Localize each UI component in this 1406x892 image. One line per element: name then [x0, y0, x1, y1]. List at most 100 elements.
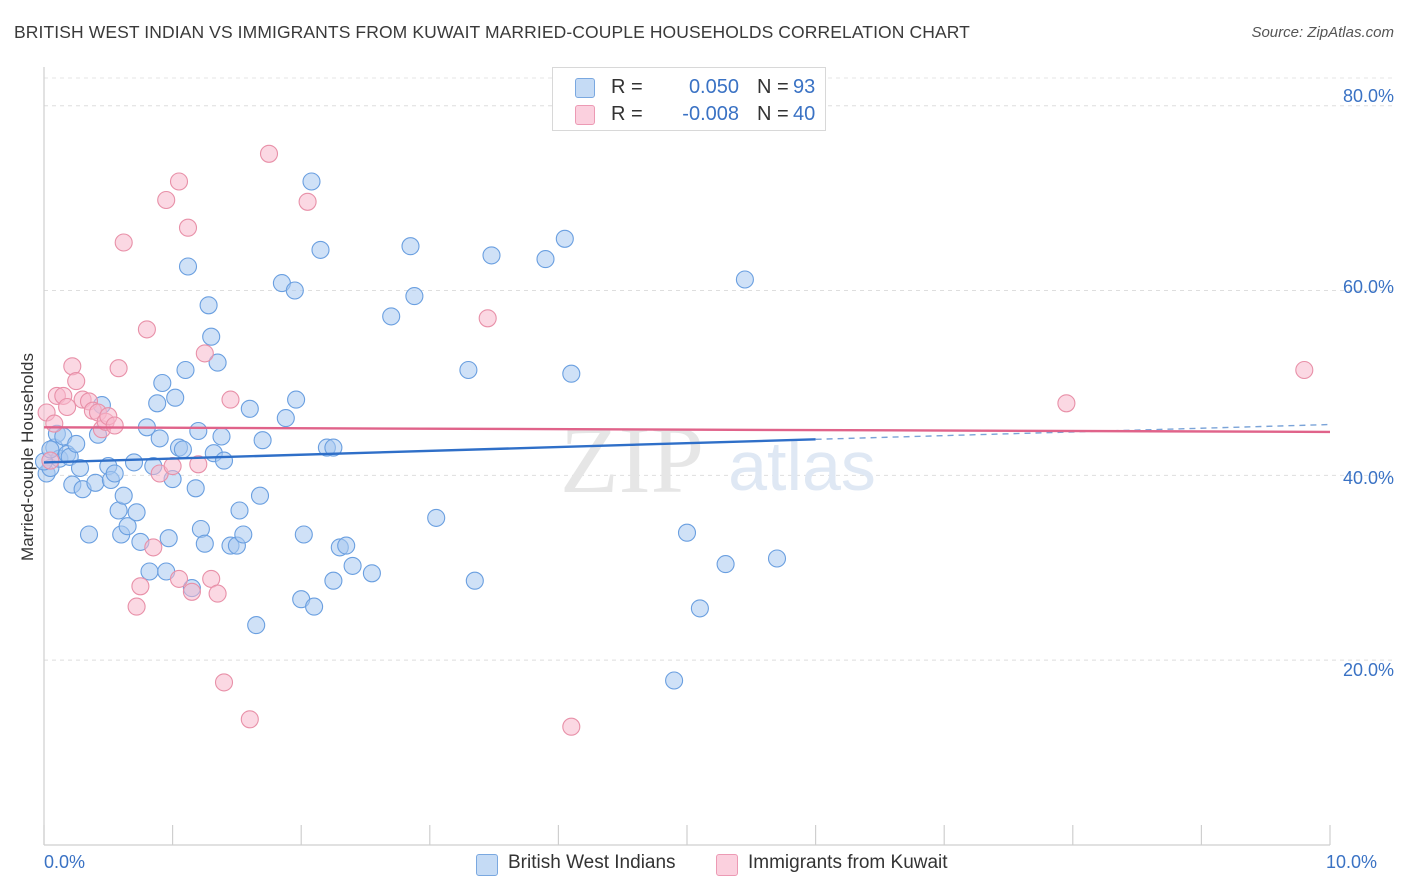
point-british-west-indians-76 [401, 237, 420, 256]
gridlines [44, 77, 1392, 661]
point-british-west-indians-60 [276, 409, 295, 428]
point-kuwait-26 [169, 172, 189, 191]
point-british-west-indians-55 [240, 399, 259, 418]
point-british-west-indians-46 [202, 327, 221, 346]
point-kuwait-28 [182, 582, 201, 601]
point-british-west-indians-75 [382, 307, 401, 326]
point-kuwait-36 [259, 144, 279, 163]
point-british-west-indians-38 [176, 360, 195, 380]
point-kuwait-38 [478, 309, 497, 328]
point-british-west-indians-85 [665, 671, 684, 690]
point-british-west-indians-21 [114, 486, 133, 505]
point-british-west-indians-48 [208, 353, 227, 372]
point-british-west-indians-29 [148, 394, 167, 413]
legend-r-label: R = [611, 103, 643, 125]
point-kuwait-6 [63, 357, 82, 376]
point-kuwait-33 [214, 673, 234, 692]
point-kuwait-2 [45, 414, 64, 433]
point-british-west-indians-33 [159, 529, 178, 548]
bottom-legend-label: British West Indians [508, 852, 676, 873]
point-british-west-indians-27 [140, 562, 159, 581]
legend-n-label: N = [757, 103, 789, 125]
y-tick-label-60: 60.0% [1342, 277, 1394, 297]
point-kuwait-25 [169, 569, 189, 588]
point-british-west-indians-37 [173, 440, 192, 459]
point-kuwait-17 [114, 233, 133, 252]
point-british-west-indians-24 [127, 503, 146, 522]
point-kuwait-18 [127, 597, 146, 616]
point-british-west-indians-67 [311, 240, 330, 259]
point-british-west-indians-78 [427, 508, 446, 527]
x-tick-label-max: 10.0% [1326, 852, 1378, 872]
watermark-zip: ZIP [560, 406, 704, 513]
y-tick-label-20: 20.0% [1342, 660, 1394, 680]
point-kuwait-39 [562, 717, 581, 736]
point-british-west-indians-87 [690, 599, 709, 618]
source-label: Source: ZipAtlas.com [1251, 24, 1394, 41]
bottom-legend-swatch-blue [476, 854, 498, 876]
point-british-west-indians-57 [250, 486, 270, 505]
point-british-west-indians-53 [230, 501, 249, 520]
point-british-west-indians-23 [124, 453, 144, 472]
point-british-west-indians-42 [189, 421, 208, 441]
point-british-west-indians-44 [195, 534, 214, 553]
point-british-west-indians-64 [294, 525, 313, 544]
point-british-west-indians-12 [79, 525, 99, 544]
point-british-west-indians-74 [362, 564, 381, 583]
point-kuwait-16 [109, 359, 128, 378]
legend-n-value: 40 [793, 103, 816, 125]
point-british-west-indians-81 [482, 246, 501, 265]
point-british-west-indians-77 [405, 287, 424, 306]
point-british-west-indians-90 [767, 549, 787, 568]
stats-legend: R = 0.050 N = 93 R = -0.008 N = 40 [552, 67, 826, 131]
point-kuwait-15 [105, 416, 124, 435]
legend-swatch-blue [575, 78, 595, 98]
point-british-west-indians-80 [465, 571, 484, 590]
point-kuwait-5 [58, 397, 77, 417]
point-british-west-indians-61 [285, 281, 304, 300]
point-british-west-indians-50 [214, 451, 234, 470]
bottom-legend-swatch-pink [716, 854, 738, 876]
point-british-west-indians-45 [199, 296, 218, 315]
point-british-west-indians-22 [118, 517, 137, 536]
point-british-west-indians-79 [459, 360, 478, 380]
point-kuwait-1 [41, 451, 60, 470]
point-kuwait-30 [195, 344, 214, 363]
point-kuwait-27 [178, 218, 198, 237]
legend-r-value: 0.050 [688, 76, 739, 98]
point-british-west-indians-66 [305, 597, 324, 616]
y-tick-label-40: 40.0% [1342, 468, 1394, 488]
point-british-west-indians-18 [105, 464, 124, 483]
y-tick-label-80: 80.0% [1342, 86, 1394, 106]
trend-line-kuwait [43, 426, 1331, 434]
point-kuwait-34 [221, 390, 240, 409]
point-british-west-indians-86 [677, 523, 697, 542]
point-british-west-indians-31 [153, 373, 172, 393]
legend-n-label: N = [757, 76, 789, 98]
point-kuwait-40 [1057, 394, 1076, 413]
legend-r-value: -0.008 [682, 103, 739, 125]
point-british-west-indians-54 [234, 525, 253, 544]
point-british-west-indians-70 [324, 571, 343, 590]
point-british-west-indians-58 [253, 431, 272, 450]
point-british-west-indians-39 [178, 257, 198, 276]
legend-r-label: R = [611, 76, 643, 98]
trend-line-british-west-indians [43, 438, 816, 464]
point-kuwait-37 [298, 192, 317, 211]
legend-n-value: 93 [793, 76, 816, 98]
point-british-west-indians-83 [555, 229, 574, 248]
point-kuwait-24 [163, 457, 182, 476]
point-british-west-indians-10 [70, 458, 90, 478]
point-british-west-indians-82 [536, 250, 555, 269]
point-british-west-indians-62 [287, 390, 306, 409]
legend-swatch-pink [575, 105, 595, 125]
point-british-west-indians-13 [86, 473, 105, 492]
point-british-west-indians-49 [212, 427, 231, 446]
point-british-west-indians-65 [302, 172, 321, 191]
point-british-west-indians-35 [166, 388, 185, 407]
point-kuwait-23 [157, 190, 176, 210]
point-british-west-indians-41 [186, 479, 205, 498]
chart-title: BRITISH WEST INDIAN VS IMMIGRANTS FROM K… [14, 22, 970, 42]
y-axis-label: Married-couple Households [18, 353, 37, 561]
